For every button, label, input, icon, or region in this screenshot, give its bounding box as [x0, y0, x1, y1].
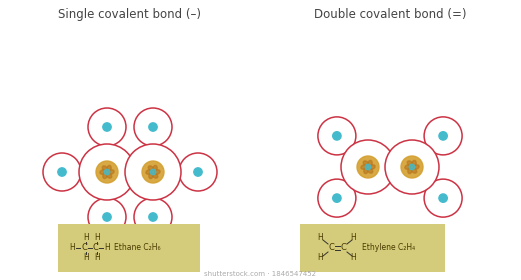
Text: H: H — [317, 234, 323, 242]
Text: Ethylene C₂H₄: Ethylene C₂H₄ — [362, 244, 415, 253]
Circle shape — [179, 153, 217, 191]
Circle shape — [88, 108, 126, 146]
Text: C: C — [81, 244, 87, 253]
Ellipse shape — [343, 181, 354, 192]
Ellipse shape — [175, 167, 188, 176]
Text: H: H — [94, 253, 100, 263]
FancyBboxPatch shape — [58, 224, 200, 272]
Ellipse shape — [368, 160, 372, 166]
Text: Double covalent bond (=): Double covalent bond (=) — [314, 8, 466, 21]
Ellipse shape — [103, 137, 111, 151]
Circle shape — [439, 132, 448, 140]
Ellipse shape — [103, 172, 107, 179]
Ellipse shape — [343, 142, 354, 153]
Circle shape — [365, 164, 371, 170]
Circle shape — [194, 168, 202, 176]
Ellipse shape — [413, 165, 419, 169]
Ellipse shape — [367, 168, 373, 173]
Circle shape — [43, 153, 81, 191]
Ellipse shape — [154, 170, 160, 174]
Circle shape — [134, 198, 172, 236]
Circle shape — [79, 144, 135, 200]
Circle shape — [149, 213, 157, 221]
Circle shape — [58, 168, 66, 176]
Circle shape — [424, 117, 462, 155]
Ellipse shape — [426, 181, 437, 192]
Circle shape — [134, 108, 172, 146]
Text: H: H — [69, 244, 75, 253]
Text: C: C — [328, 244, 334, 253]
Ellipse shape — [383, 157, 397, 167]
Circle shape — [333, 194, 341, 202]
Circle shape — [357, 156, 379, 178]
Ellipse shape — [103, 193, 111, 207]
Ellipse shape — [108, 170, 114, 174]
Circle shape — [104, 169, 110, 175]
Circle shape — [142, 161, 164, 183]
Circle shape — [149, 123, 157, 131]
Ellipse shape — [405, 165, 411, 169]
Circle shape — [88, 198, 126, 236]
Text: shutterstock.com · 1846547452: shutterstock.com · 1846547452 — [205, 271, 316, 277]
Circle shape — [401, 156, 423, 178]
Ellipse shape — [146, 170, 152, 174]
Circle shape — [385, 140, 439, 194]
Circle shape — [410, 164, 415, 170]
Ellipse shape — [102, 166, 108, 171]
Circle shape — [103, 213, 111, 221]
Text: H: H — [94, 234, 100, 242]
Ellipse shape — [383, 167, 397, 177]
Ellipse shape — [364, 168, 368, 174]
Text: Ethane C₂H₆: Ethane C₂H₆ — [114, 244, 160, 253]
Ellipse shape — [361, 165, 367, 169]
Text: H: H — [83, 234, 89, 242]
Text: C: C — [340, 244, 346, 253]
Circle shape — [125, 144, 181, 200]
Ellipse shape — [408, 168, 412, 174]
Text: H: H — [104, 244, 110, 253]
Ellipse shape — [153, 173, 158, 178]
Circle shape — [96, 161, 118, 183]
Ellipse shape — [100, 170, 106, 174]
Circle shape — [318, 179, 356, 217]
Ellipse shape — [412, 168, 417, 173]
Ellipse shape — [426, 142, 437, 153]
Ellipse shape — [148, 166, 154, 171]
Ellipse shape — [106, 173, 112, 178]
FancyBboxPatch shape — [300, 224, 445, 272]
Ellipse shape — [153, 165, 157, 171]
Ellipse shape — [148, 137, 157, 151]
Ellipse shape — [363, 161, 368, 166]
Ellipse shape — [148, 193, 157, 207]
Circle shape — [424, 179, 462, 217]
Ellipse shape — [123, 158, 137, 186]
Ellipse shape — [107, 165, 111, 171]
Circle shape — [439, 194, 448, 202]
Ellipse shape — [407, 161, 413, 166]
Text: H: H — [350, 253, 356, 263]
Circle shape — [150, 169, 156, 175]
Circle shape — [333, 132, 341, 140]
Ellipse shape — [412, 160, 416, 166]
Ellipse shape — [149, 172, 153, 179]
Ellipse shape — [72, 167, 85, 176]
Text: C: C — [92, 244, 98, 253]
Text: H: H — [350, 234, 356, 242]
Circle shape — [341, 140, 395, 194]
Text: H: H — [83, 253, 89, 263]
Text: Single covalent bond (–): Single covalent bond (–) — [58, 8, 202, 21]
Ellipse shape — [369, 165, 375, 169]
Circle shape — [103, 123, 111, 131]
Circle shape — [318, 117, 356, 155]
Text: H: H — [317, 253, 323, 263]
